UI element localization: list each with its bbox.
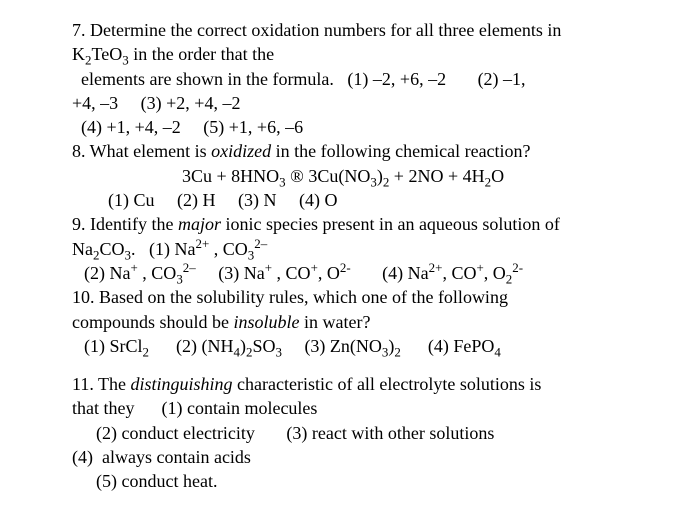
q9-line1: 9. Identify the major ionic species pres… <box>72 212 656 236</box>
q11-line4: (4) always contain acids <box>72 445 656 469</box>
sub: 4 <box>494 344 500 359</box>
q7-line3: elements are shown in the formula. (1) –… <box>72 67 656 91</box>
text: ionic species present in an aqueous solu… <box>221 214 560 234</box>
text: (1) SrCl <box>84 336 143 356</box>
q8-line1: 8. What element is oxidized in the follo… <box>72 139 656 163</box>
q7-line1: 7. Determine the correct oxidation numbe… <box>72 18 656 42</box>
text: 9. Identify the <box>72 214 178 234</box>
text: SO <box>252 336 275 356</box>
sup: 2- <box>512 260 523 275</box>
text: . (1) Na <box>131 239 195 259</box>
sup: 2– <box>254 236 267 251</box>
sup: 2- <box>340 260 351 275</box>
text: O <box>491 166 504 186</box>
italic-text: insoluble <box>234 312 300 332</box>
text: (3) Zn(NO <box>282 336 382 356</box>
italic-text: major <box>178 214 221 234</box>
text: + 2NO + 4H <box>389 166 484 186</box>
q9-line2: Na2CO3. (1) Na2+ , CO32– <box>72 237 656 261</box>
q7-formula: K2TeO3 <box>72 44 129 64</box>
text: , CO <box>138 263 177 283</box>
text: compounds should be <box>72 312 234 332</box>
text: 11. The <box>72 374 131 394</box>
text: , O <box>484 263 506 283</box>
q11-line1: 11. The distinguishing characteristic of… <box>72 372 656 396</box>
q9-line3: (2) Na+ , CO32– (3) Na+ , CO+, O2- (4) N… <box>72 261 656 285</box>
text: (4) Na <box>351 263 429 283</box>
text: (4) FePO <box>401 336 495 356</box>
text: in the following chemical reaction? <box>271 141 530 161</box>
text: Na <box>72 239 93 259</box>
text: in the order that the <box>129 44 274 64</box>
text: in water? <box>300 312 371 332</box>
q8-equation: 3Cu + 8HNO3 ® 3Cu(NO3)2 + 2NO + 4H2O <box>72 164 656 188</box>
q10-line3: (1) SrCl2 (2) (NH4)2SO3 (3) Zn(NO3)2 (4)… <box>72 334 656 358</box>
sup: 2– <box>183 260 196 275</box>
text: (2) (NH <box>149 336 233 356</box>
text: (2) Na <box>84 263 130 283</box>
q7-line2: K2TeO3 in the order that the <box>72 42 656 66</box>
text: TeO <box>91 44 122 64</box>
text: (3) Na <box>196 263 265 283</box>
sup: + <box>265 260 272 275</box>
text: , O <box>318 263 340 283</box>
q11-line5: (5) conduct heat. <box>72 469 656 493</box>
text: K <box>72 44 85 64</box>
sup: 2+ <box>429 260 443 275</box>
text: characteristic of all electrolyte soluti… <box>233 374 542 394</box>
text: CO <box>99 239 124 259</box>
italic-text: oxidized <box>211 141 271 161</box>
q11-line3: (2) conduct electricity (3) react with o… <box>72 421 656 445</box>
text: , CO <box>209 239 248 259</box>
italic-text: distinguishing <box>131 374 233 394</box>
q7-line4: +4, –3 (3) +2, +4, –2 <box>72 91 656 115</box>
q8-options: (1) Cu (2) H (3) N (4) O <box>72 188 656 212</box>
q10-line2: compounds should be insoluble in water? <box>72 310 656 334</box>
sup: 2+ <box>195 236 209 251</box>
sup: + <box>130 260 137 275</box>
sup: + <box>476 260 483 275</box>
sup: + <box>311 260 318 275</box>
text: 3Cu + 8HNO <box>182 166 279 186</box>
q11-line2: that they (1) contain molecules <box>72 396 656 420</box>
text: ® 3Cu(NO <box>286 166 371 186</box>
q10-line1: 10. Based on the solubility rules, which… <box>72 285 656 309</box>
text: , CO <box>442 263 476 283</box>
text: 8. What element is <box>72 141 211 161</box>
text: , CO <box>272 263 311 283</box>
q7-line5: (4) +1, +4, –2 (5) +1, +6, –6 <box>72 115 656 139</box>
